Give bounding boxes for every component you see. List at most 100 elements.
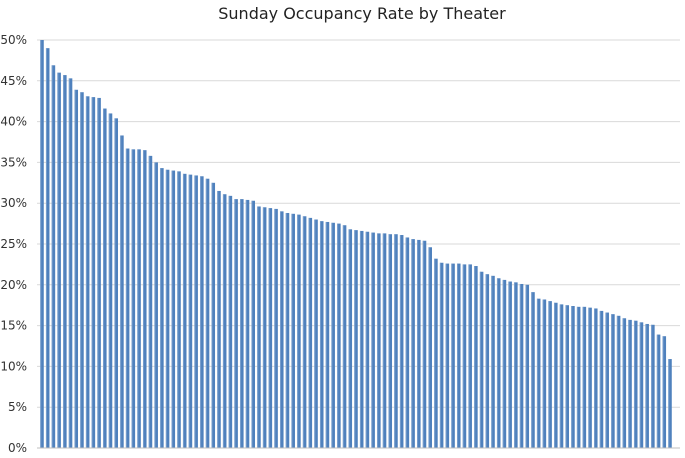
bar-highlight [74,89,76,448]
y-axis-tick-labels: 0% 5% 10% 15% 20% 25% 30% 35% 40% 45% 50% [0,33,27,455]
bar [439,262,444,448]
bar-highlight [200,176,202,448]
bar-highlight [285,212,287,448]
bar [205,178,210,448]
bar [274,208,278,448]
bar-highlight [177,171,179,448]
bar [297,214,301,448]
bar [428,247,432,448]
bar-highlight [154,162,156,448]
bar [662,336,667,448]
bar [394,234,398,448]
bar-highlight [354,230,356,448]
bar-highlight [394,234,396,448]
bar [645,323,649,448]
bar [51,65,56,449]
bar [611,314,615,448]
y-tick-label: 30% [0,196,27,210]
bar-highlight [422,240,424,448]
bar [451,263,455,448]
bar [491,275,495,448]
bar-highlight [519,283,521,448]
bar [605,312,609,448]
bar-highlight [85,96,87,448]
bar [85,96,90,448]
bar [125,148,130,448]
bar [496,278,501,448]
bar [348,229,353,448]
bar-highlight [576,306,578,448]
bar [182,173,187,448]
bar-highlight [474,266,476,448]
bar [217,190,221,448]
bar [536,298,541,448]
bar-highlight [656,334,658,448]
y-tick-label: 5% [8,400,27,414]
bar [160,168,164,448]
bar-highlight [40,40,42,448]
bar-highlight [148,155,150,448]
bar-highlight [565,305,567,448]
bar [656,334,661,448]
bar [308,217,313,448]
bar-highlight [462,264,464,448]
bar [411,239,415,448]
bar-highlight [611,314,613,448]
bar-highlight [417,239,419,448]
bar [422,240,427,448]
bar [565,305,570,448]
bar [651,324,655,448]
y-tick-label: 15% [0,319,27,333]
bar-highlight [536,298,538,448]
bar [371,232,375,448]
bar [485,274,490,448]
bar-highlight [651,324,653,448]
bar-highlight [194,175,196,448]
bar [417,239,421,448]
bar [365,231,370,448]
bar-highlight [371,232,373,448]
bar-highlight [485,274,487,448]
bar [114,118,118,448]
bar [314,219,318,448]
bar-highlight [628,319,630,448]
bar-highlight [428,247,430,448]
bar-highlight [662,336,664,448]
bar-highlight [365,231,367,448]
bar [628,319,632,448]
bar-highlight [131,149,133,448]
bar-highlight [160,168,162,448]
bar-highlight [108,113,110,448]
y-tick-label: 20% [0,278,27,292]
bar-highlight [542,299,544,448]
bar-highlight [68,78,70,449]
bar-highlight [571,306,573,448]
bar [177,171,181,448]
bar [508,281,512,448]
bar [80,92,84,448]
bar-highlight [97,97,99,448]
bar [194,175,198,448]
bar [319,221,324,448]
bar [234,199,238,448]
bar [514,282,518,448]
bar-highlight [599,310,601,448]
bar [45,48,50,448]
bar [68,78,73,449]
bar [456,263,461,448]
bar-highlight [228,195,230,448]
bar-highlight [262,207,264,448]
bar [240,199,244,448]
bar [479,271,484,448]
bar-highlight [120,135,122,449]
bar [137,149,141,448]
bar [280,211,284,448]
bar-highlight [274,208,276,448]
bar-highlight [234,199,236,448]
bar [434,258,438,448]
bar-highlight [554,302,556,448]
bar [616,315,621,448]
bar [554,302,558,448]
bar-highlight [496,278,499,448]
bar-highlight [434,258,436,448]
